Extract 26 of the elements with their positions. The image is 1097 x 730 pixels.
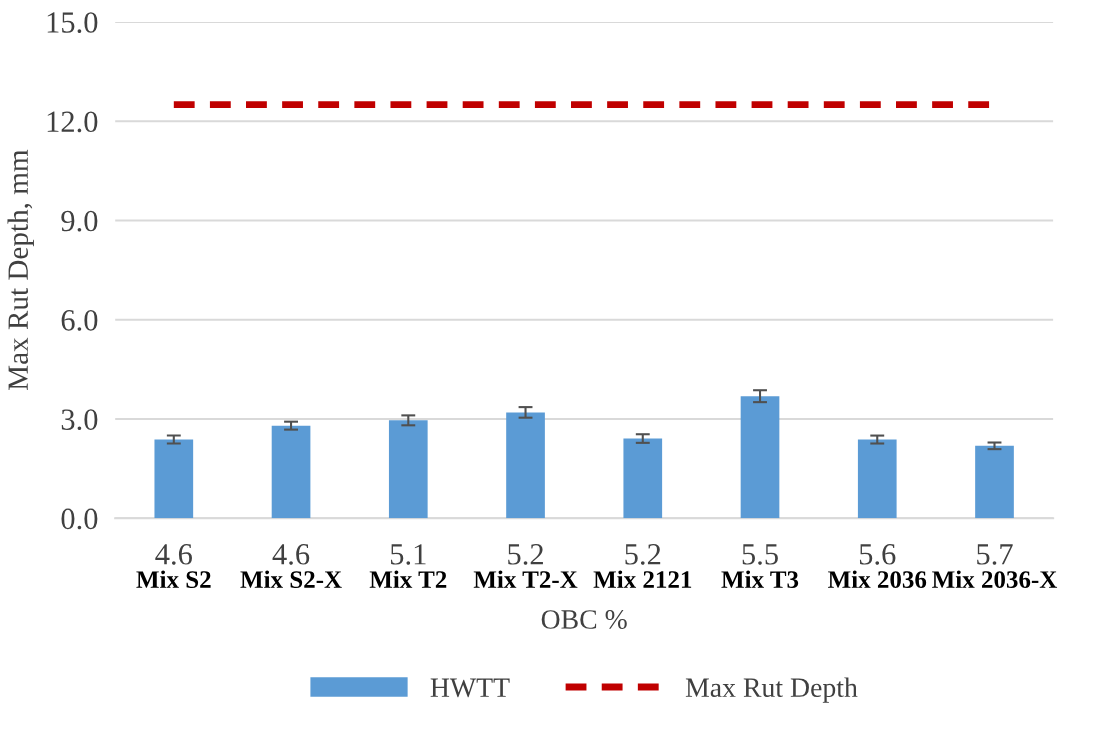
bar <box>271 425 311 519</box>
y-tick-label: 9.0 <box>61 210 98 232</box>
x-tick-label: 5.7 Mix 2036-X <box>932 544 1058 589</box>
x-tick-label: 4.6 Mix S2-X <box>240 544 342 589</box>
bar <box>388 420 428 519</box>
bar <box>506 412 545 519</box>
y-tick-label: 6.0 <box>61 310 98 331</box>
x-tick-label: 5.5 Mix T3 <box>721 544 799 589</box>
x-axis-title: OBC % <box>541 610 627 629</box>
y-axis-title: Max Rut Depth, mm <box>7 149 34 390</box>
y-tick-label: 12.0 <box>47 111 98 133</box>
y-tick-label: 15.0 <box>47 12 98 33</box>
y-tick-label: 3.0 <box>61 409 98 431</box>
bar <box>740 396 780 519</box>
x-tick-label: 5.1 Mix T2 <box>369 544 447 588</box>
bar <box>975 445 1014 519</box>
x-tick-label: 5.2 Mix 2121 <box>593 544 692 588</box>
y-tick-label: 0.0 <box>61 508 98 530</box>
legend-label: HWTT <box>430 678 510 698</box>
legend-label: Max Rut Depth <box>685 677 858 703</box>
bar <box>857 439 897 519</box>
bar <box>623 438 663 519</box>
x-tick-label: 4.6 Mix S2 <box>136 544 211 589</box>
bar <box>154 439 194 519</box>
x-tick-label: 5.2 Mix T2-X <box>473 544 578 588</box>
x-tick-label: 5.6 Mix 2036 <box>828 544 927 589</box>
